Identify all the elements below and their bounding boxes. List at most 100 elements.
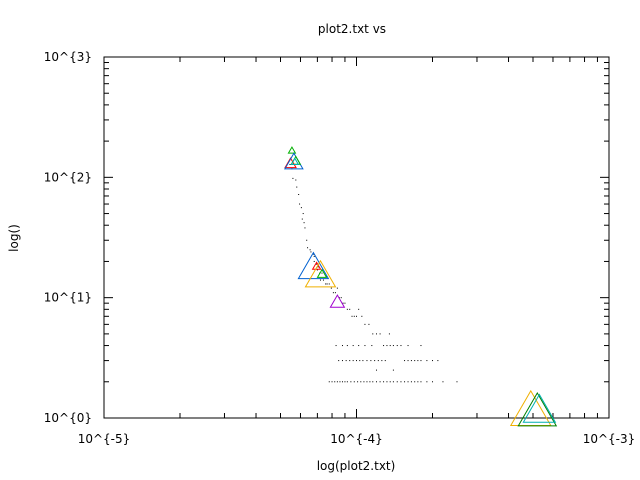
data-dot (310, 251, 312, 253)
data-dot (296, 186, 298, 188)
triangle-marker (522, 393, 557, 423)
data-dot (316, 269, 318, 271)
x-tick-labels: 10^{-5} 10^{-4} 10^{-3} (78, 432, 636, 446)
data-dot (364, 323, 366, 325)
data-dot (356, 360, 357, 362)
triangle-marker (316, 268, 328, 278)
data-dot (404, 381, 406, 383)
data-dot (404, 360, 406, 362)
data-markers (284, 146, 558, 427)
data-dot (328, 283, 330, 285)
data-dot (384, 360, 386, 362)
data-dot (400, 345, 402, 347)
data-dot (417, 381, 419, 383)
data-dot (407, 381, 409, 383)
data-dot (360, 381, 362, 383)
data-dot (363, 381, 365, 383)
triangle-marker (297, 251, 330, 280)
data-dot (326, 283, 328, 285)
data-dot (377, 360, 379, 362)
data-dot (298, 194, 300, 196)
data-dot (317, 266, 319, 268)
data-dot (386, 345, 388, 347)
data-dot (392, 369, 394, 371)
data-dot (389, 381, 391, 383)
data-dot (361, 315, 363, 317)
data-dot (304, 227, 306, 229)
data-dot (306, 239, 308, 241)
data-dot (420, 360, 422, 362)
data-dot (432, 381, 434, 383)
data-dot (392, 381, 394, 383)
data-dot (325, 283, 327, 285)
data-dot (330, 287, 332, 289)
x-tick-label: 10^{-5} (78, 432, 131, 446)
data-dot (372, 333, 374, 335)
data-dot (364, 345, 366, 347)
data-dot (381, 360, 383, 362)
data-dot (322, 279, 324, 281)
y-axis-label: log() (7, 224, 21, 252)
y-tick-label: 10^{0} (44, 411, 92, 425)
data-dot (342, 302, 344, 304)
data-dot (344, 302, 346, 304)
data-dot (334, 381, 336, 383)
data-dot (407, 360, 409, 362)
data-dot (414, 360, 416, 362)
data-dot (442, 381, 444, 383)
data-dot (359, 360, 361, 362)
data-dot (456, 381, 458, 383)
data-dot (351, 315, 353, 317)
data-dot (386, 381, 388, 383)
data-dot (432, 360, 434, 362)
data-dot (358, 308, 360, 310)
x-axis-label: log(plot2.txt) (317, 459, 396, 473)
data-dot (366, 381, 368, 383)
data-dot (392, 345, 394, 347)
data-dot (321, 272, 323, 274)
data-dot (341, 381, 343, 383)
data-dot (356, 315, 357, 317)
data-dot (340, 297, 342, 299)
data-dot (332, 292, 334, 294)
triangle-marker (329, 294, 346, 308)
data-dot (352, 360, 354, 362)
data-dot (420, 381, 422, 383)
data-dot (344, 381, 346, 383)
data-dot (307, 247, 309, 249)
data-dot (336, 381, 338, 383)
data-dot (379, 381, 381, 383)
y-tick-label: 10^{2} (44, 170, 92, 184)
data-dot (388, 333, 390, 335)
data-dot (357, 381, 359, 383)
data-dot (301, 218, 303, 220)
data-dot (292, 177, 294, 179)
triangle-marker (287, 146, 297, 154)
y-tick-labels: 10^{0} 10^{1} 10^{2} 10^{3} (44, 50, 92, 425)
data-dot (366, 360, 368, 362)
data-dot (400, 381, 402, 383)
data-dot (370, 360, 372, 362)
data-dot (303, 222, 305, 224)
triangle-marker (517, 392, 558, 427)
axis-ticks (103, 56, 610, 419)
data-dot (410, 360, 412, 362)
triangle-marker (509, 389, 552, 427)
x-tick-label: 10^{-3} (583, 432, 636, 446)
data-dot (316, 263, 318, 265)
data-dot (295, 179, 297, 181)
data-dot (350, 381, 352, 383)
data-dot (426, 360, 428, 362)
data-dot (300, 207, 302, 209)
data-dot (352, 345, 354, 347)
chart-title: plot2.txt vs (318, 22, 386, 36)
data-dots (289, 163, 458, 383)
data-dot (349, 308, 351, 310)
data-dot (353, 315, 355, 317)
data-dot (383, 381, 385, 383)
data-dot (345, 360, 347, 362)
data-dot (346, 381, 348, 383)
data-dot (312, 253, 314, 255)
data-dot (414, 381, 416, 383)
